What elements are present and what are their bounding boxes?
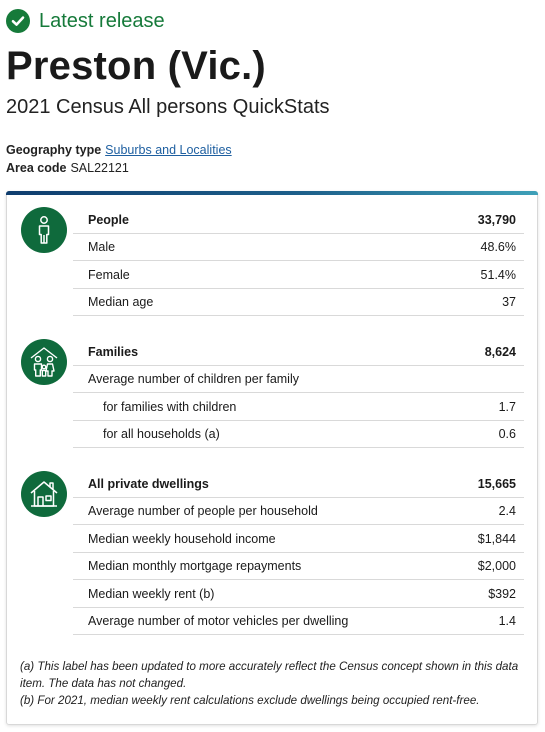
dwellings-row: All private dwellings 15,665 — [73, 471, 524, 498]
families-row: Families 8,624 — [73, 339, 524, 366]
people-label: People — [88, 213, 129, 227]
quickstats-card: People 33,790 Male 48.6% Female 51.4% Me… — [6, 191, 538, 725]
footnote-b: (b) For 2021, median weekly rent calcula… — [20, 694, 480, 707]
all-households-label: for all households (a) — [103, 427, 220, 441]
motor-vehicles-value: 1.4 — [498, 614, 516, 628]
house-icon — [21, 471, 67, 517]
motor-vehicles-row: Average number of motor vehicles per dwe… — [73, 608, 524, 635]
people-per-household-label: Average number of people per household — [88, 504, 318, 518]
household-income-label: Median weekly household income — [88, 532, 276, 546]
card-accent-bar — [6, 191, 538, 195]
footnotes: (a) This label has been updated to more … — [20, 658, 530, 709]
people-value: 33,790 — [477, 213, 516, 227]
footnote-a: (a) This label has been updated to more … — [20, 660, 519, 690]
median-age-row: Median age 37 — [73, 289, 524, 316]
check-circle-icon — [6, 9, 30, 33]
motor-vehicles-label: Average number of motor vehicles per dwe… — [88, 614, 349, 628]
household-income-value: $1,844 — [477, 532, 516, 546]
families-label: Families — [88, 345, 139, 359]
person-icon — [21, 207, 67, 253]
dwellings-label: All private dwellings — [88, 477, 209, 491]
area-code-value: SAL22121 — [70, 161, 129, 175]
geography-type-label: Geography type — [6, 143, 102, 157]
geography-type: Geography type Suburbs and Localities — [6, 143, 232, 157]
families-with-children-label: for families with children — [103, 400, 237, 414]
all-households-value: 0.6 — [498, 427, 516, 441]
all-households-row: for all households (a) 0.6 — [73, 421, 524, 448]
people-row: People 33,790 — [73, 207, 524, 234]
median-age-label: Median age — [88, 295, 154, 309]
female-value: 51.4% — [480, 268, 516, 282]
geography-type-link[interactable]: Suburbs and Localities — [105, 143, 232, 157]
weekly-rent-value: $392 — [488, 587, 516, 601]
dwellings-value: 15,665 — [477, 477, 516, 491]
people-per-household-row: Average number of people per household 2… — [73, 498, 524, 525]
latest-release-label: Latest release — [39, 9, 165, 32]
female-row: Female 51.4% — [73, 262, 524, 289]
page-title: Preston (Vic.) — [6, 44, 266, 88]
children-per-family-label: Average number of children per family — [88, 372, 299, 386]
people-per-household-value: 2.4 — [498, 504, 516, 518]
male-label: Male — [88, 240, 116, 254]
mortgage-repayments-row: Median monthly mortgage repayments $2,00… — [73, 553, 524, 580]
page-subtitle: 2021 Census All persons QuickStats — [6, 96, 330, 118]
household-income-row: Median weekly household income $1,844 — [73, 526, 524, 553]
male-row: Male 48.6% — [73, 234, 524, 261]
families-with-children-row: for families with children 1.7 — [73, 394, 524, 421]
families-with-children-value: 1.7 — [498, 400, 516, 414]
area-code: Area code SAL22121 — [6, 161, 129, 175]
median-age-value: 37 — [502, 295, 516, 309]
mortgage-repayments-value: $2,000 — [477, 559, 516, 573]
children-per-family-row: Average number of children per family — [73, 366, 524, 393]
mortgage-repayments-label: Median monthly mortgage repayments — [88, 559, 302, 573]
families-value: 8,624 — [484, 345, 516, 359]
area-code-label: Area code — [6, 161, 67, 175]
latest-release-badge: Latest release — [6, 8, 165, 34]
weekly-rent-label: Median weekly rent (b) — [88, 587, 215, 601]
weekly-rent-row: Median weekly rent (b) $392 — [73, 581, 524, 608]
female-label: Female — [88, 268, 130, 282]
male-value: 48.6% — [480, 240, 516, 254]
family-icon — [21, 339, 67, 385]
